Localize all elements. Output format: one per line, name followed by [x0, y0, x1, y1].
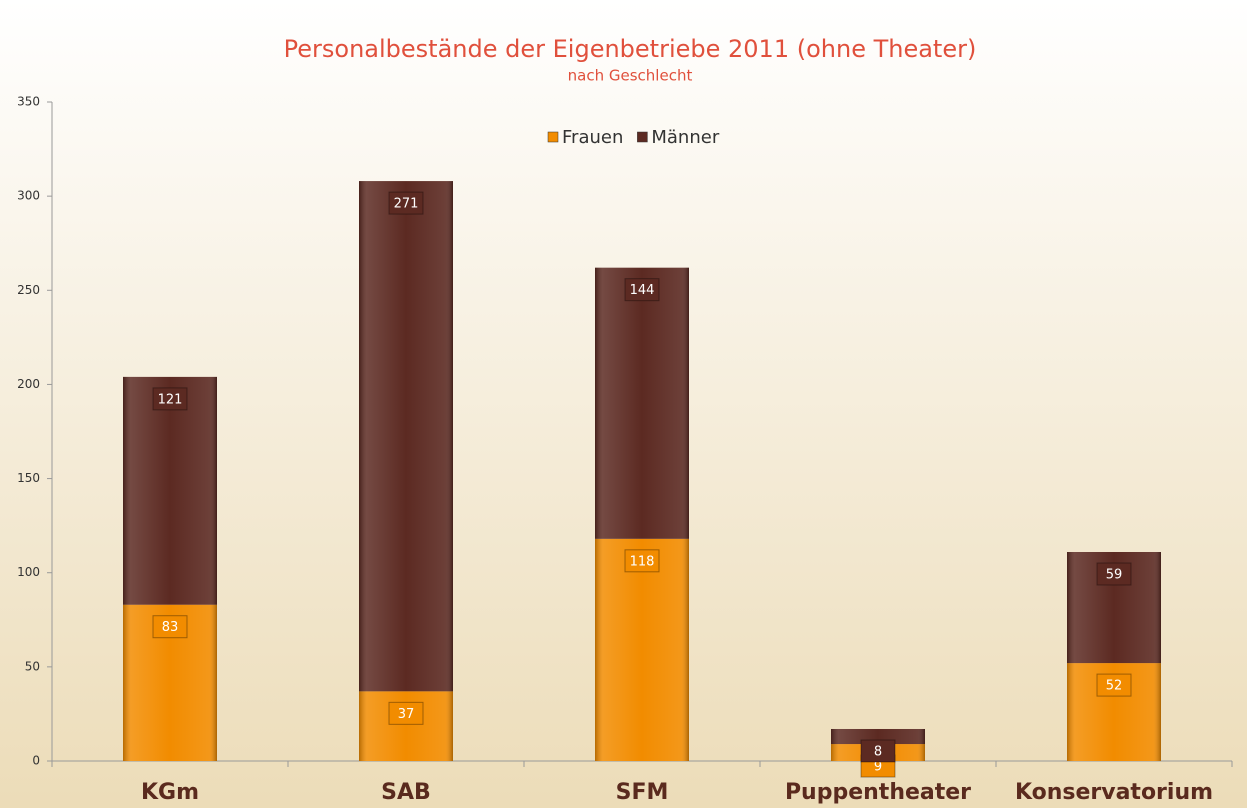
bar-shade	[595, 538, 689, 761]
value-label-box	[860, 739, 896, 763]
legend-label: Männer	[651, 127, 719, 148]
y-tick-label: 50	[25, 659, 40, 673]
value-label: 118	[630, 554, 655, 569]
value-label: 271	[394, 197, 419, 212]
legend-swatch	[547, 131, 559, 143]
value-label: 52	[1106, 679, 1123, 694]
value-label-box	[1096, 673, 1132, 697]
value-label-box	[152, 615, 188, 639]
y-tick-label: 350	[17, 95, 40, 109]
y-tick-label: 100	[17, 565, 40, 579]
x-tick-label: Puppentheater	[785, 780, 971, 805]
y-tick-label: 300	[17, 189, 40, 203]
value-label-box	[388, 701, 424, 725]
bar-shade	[595, 267, 689, 539]
chart-title: Personalbestände der Eigenbetriebe 2011 …	[284, 35, 977, 63]
value-label: 83	[162, 620, 179, 635]
value-label-box	[1096, 562, 1132, 586]
value-label: 121	[158, 392, 183, 407]
y-tick-label: 0	[32, 754, 40, 768]
bar-shade	[831, 728, 925, 745]
x-tick-label: Konservatorium	[1015, 780, 1213, 805]
bar-shade	[123, 376, 217, 605]
y-tick-label: 250	[17, 283, 40, 297]
value-label: 59	[1106, 568, 1123, 583]
y-tick-label: 150	[17, 471, 40, 485]
value-label: 37	[398, 707, 415, 722]
value-label: 144	[630, 283, 655, 298]
bar-shade	[359, 181, 453, 692]
value-label: 9	[874, 760, 882, 775]
x-tick-label: KGm	[141, 780, 199, 805]
x-tick-label: SFM	[616, 780, 669, 805]
value-label-box	[152, 387, 188, 411]
chart-subtitle: nach Geschlecht	[568, 67, 693, 85]
value-label-box	[624, 278, 660, 302]
legend-swatch	[637, 131, 648, 143]
value-label-box	[624, 549, 660, 573]
bar-shade	[359, 691, 453, 761]
legend: Frauen Männer	[547, 127, 720, 148]
y-tick-label: 200	[17, 377, 40, 391]
x-tick-label: SAB	[381, 780, 431, 805]
value-label-box	[388, 191, 424, 215]
legend-label: Frauen	[562, 127, 623, 148]
value-label: 8	[874, 744, 882, 759]
